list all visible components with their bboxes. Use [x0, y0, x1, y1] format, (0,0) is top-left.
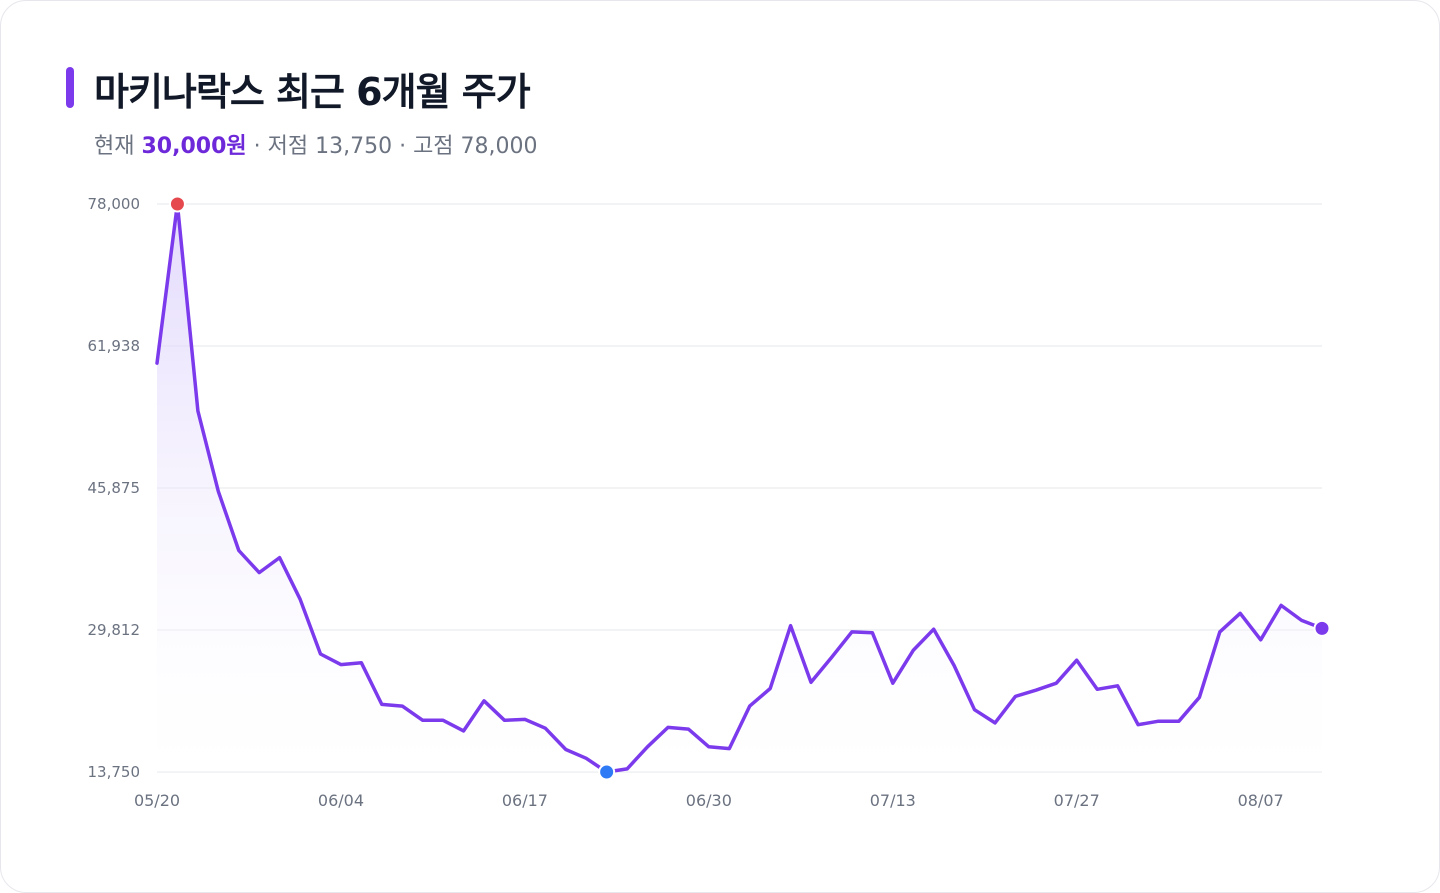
x-tick-label: 06/30 [686, 791, 732, 810]
price-line [155, 202, 1324, 774]
x-tick-label: 06/04 [318, 791, 364, 810]
y-tick-label: 13,750 [88, 763, 141, 781]
y-tick-label: 78,000 [88, 195, 141, 213]
x-tick-label: 08/07 [1238, 791, 1284, 810]
low-price: · 저점 13,750 [253, 134, 393, 159]
last-point-marker [1313, 619, 1331, 637]
x-tick-label: 06/17 [502, 791, 548, 810]
y-tick-label: 29,812 [88, 621, 141, 639]
low-point-marker [598, 763, 616, 781]
current-price: 30,000원 [141, 134, 247, 159]
markers [168, 195, 1331, 781]
high-point-marker [168, 195, 186, 213]
title-accent-bar [66, 67, 74, 108]
high-price: · 고점 78,000 [399, 134, 538, 159]
y-tick-label: 45,875 [88, 479, 141, 497]
price-summary: 현재 30,000원 · 저점 13,750 · 고점 78,000 [94, 128, 538, 160]
x-axis-ticks: 05/20 06/04 06/17 06/30 07/13 07/27 08/07 [134, 791, 1284, 810]
y-axis-ticks: 78,000 61,938 45,875 29,812 13,750 [88, 195, 141, 781]
price-area [157, 204, 1322, 772]
x-tick-label: 07/13 [870, 791, 916, 810]
x-tick-label: 07/27 [1054, 791, 1100, 810]
current-label: 현재 [94, 134, 135, 159]
x-tick-label: 05/20 [134, 791, 180, 810]
y-tick-label: 61,938 [88, 337, 141, 355]
chart-title: 마키나락스 최근 6개월 주가 [94, 70, 531, 114]
